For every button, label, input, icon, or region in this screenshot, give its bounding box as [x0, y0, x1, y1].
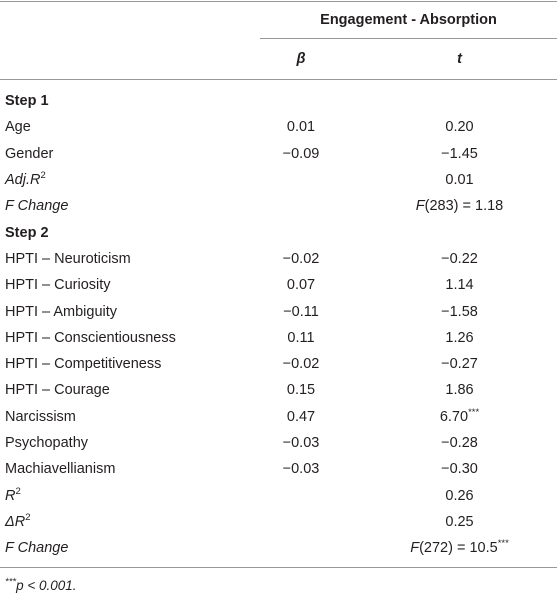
beta-cell: −0.03: [282, 461, 320, 478]
text-segment: (272) = 10.5: [419, 540, 498, 557]
text-segment: ***: [468, 406, 480, 418]
table-row: HPTI – Neuroticism −0.02 −0.22: [0, 246, 557, 272]
t-cell: 1.14: [445, 277, 474, 294]
empty-header: [0, 2, 260, 39]
footnote: ***p < 0.001.: [5, 576, 557, 594]
table-row: HPTI – Competitiveness −0.02 −0.27: [0, 351, 557, 377]
t-cell: −0.27: [441, 356, 478, 373]
subheader-row: β t: [0, 38, 557, 80]
row-label: Machiavellianism: [5, 461, 116, 478]
table-row: ΔR2 0.25: [0, 509, 557, 535]
beta-cell: −0.11: [283, 303, 319, 320]
t-cell: −0.30: [441, 461, 478, 478]
table-body: Step 1 Age 0.01 0.20 Gender −0.09 −1.45 Adj.R2 0…: [0, 80, 557, 569]
beta-cell: 0.15: [286, 382, 316, 399]
table-row: HPTI – Conscientiousness 0.11 1.26: [0, 325, 557, 351]
text-segment: F Change: [5, 540, 69, 557]
column-header: t: [342, 38, 557, 80]
beta-cell: [260, 193, 342, 219]
text-segment: F Change: [5, 198, 69, 215]
row-label: Gender: [5, 145, 54, 162]
text-segment: F: [410, 540, 420, 557]
empty-header: [0, 38, 260, 80]
beta-cell: 0.07: [286, 277, 316, 294]
row-label: HPTI – Courage: [5, 382, 110, 399]
row-label: HPTI – Neuroticism: [5, 250, 131, 267]
row-label: HPTI – Conscientiousness: [5, 329, 176, 346]
table-row: HPTI – Courage 0.15 1.86: [0, 377, 557, 403]
beta-cell: −0.02: [282, 356, 320, 373]
text-segment: Adj.R: [5, 172, 41, 189]
table-row: Psychopathy −0.03 −0.28: [0, 430, 557, 456]
table-row: F Change F(272) = 10.5***: [0, 535, 557, 569]
group-header: Engagement - Absorption: [260, 1, 557, 39]
table-row: HPTI – Ambiguity −0.11 −1.58: [0, 298, 557, 324]
beta-cell: −0.03: [282, 435, 320, 451]
text-segment: 2: [40, 170, 46, 182]
table-row: Machiavellianism −0.03 −0.30: [0, 456, 557, 482]
t-cell: −0.28: [441, 435, 478, 451]
section-label: Step 2: [5, 224, 49, 241]
t-cell: −0.22: [441, 250, 478, 267]
t-cell: 1.86: [445, 382, 474, 399]
table-row: Step 1: [0, 80, 557, 115]
beta-cell: −0.09: [282, 145, 320, 162]
row-label: F Change: [0, 193, 260, 219]
t-cell: 0.25: [445, 513, 474, 530]
section-label: Step 1: [5, 93, 49, 110]
table-row: Adj.R2 0.01: [0, 167, 557, 193]
text-segment: R: [5, 487, 16, 504]
t-cell: 1.26: [445, 329, 474, 346]
table-row: Age 0.01 0.20: [0, 114, 557, 140]
row-label: Adj.R2: [0, 167, 260, 193]
text-segment: ΔR: [5, 513, 26, 530]
table-row: F Change F(283) = 1.18: [0, 193, 557, 219]
beta-cell: [260, 167, 342, 193]
row-label: ΔR2: [0, 509, 260, 535]
t-cell: 0.26: [445, 487, 474, 504]
beta-cell: [260, 509, 342, 535]
text-segment: p < 0.001.: [16, 578, 77, 594]
table-row: Gender −0.09 −1.45: [0, 141, 557, 167]
beta-cell: 0.11: [287, 329, 315, 346]
t-cell: 0.20: [445, 119, 474, 136]
t-cell: F(283) = 1.18: [342, 193, 557, 219]
text-segment: (283) = 1.18: [424, 198, 504, 215]
beta-cell: −0.02: [282, 250, 320, 267]
t-cell: −1.45: [441, 145, 478, 162]
beta-cell: [260, 482, 342, 508]
row-label: F Change: [0, 535, 260, 569]
t-cell: 0.01: [445, 172, 474, 189]
beta-cell: 0.47: [286, 408, 316, 425]
text-segment: 2: [25, 512, 31, 524]
header-row: Engagement - Absorption: [0, 1, 557, 39]
beta-cell: [260, 535, 342, 569]
t-cell: 6.70***: [342, 404, 557, 430]
results-table: Engagement - Absorption β t Step 1 Age 0.0…: [0, 1, 557, 569]
text-segment: 6.70: [439, 408, 469, 425]
beta-cell: 0.01: [286, 119, 316, 136]
row-label: Age: [5, 119, 31, 136]
table-row: Step 2: [0, 219, 557, 245]
table-row: HPTI – Curiosity 0.07 1.14: [0, 272, 557, 298]
row-label: Narcissism: [5, 408, 76, 425]
text-segment: 2: [15, 485, 21, 497]
text-segment: ***: [497, 538, 509, 550]
text-segment: ***: [5, 576, 17, 588]
row-label: HPTI – Ambiguity: [5, 303, 118, 320]
row-label: HPTI – Curiosity: [5, 277, 111, 294]
row-label: HPTI – Competitiveness: [5, 356, 162, 373]
row-label: R2: [0, 482, 260, 508]
table-header: Engagement - Absorption β t: [0, 1, 557, 80]
table-row: Narcissism 0.47 6.70***: [0, 404, 557, 430]
column-header: β: [260, 38, 342, 80]
t-cell: −1.58: [441, 303, 478, 320]
row-label: Psychopathy: [5, 435, 89, 451]
table-row: R2 0.26: [0, 482, 557, 508]
t-cell: F(272) = 10.5***: [342, 535, 557, 569]
text-segment: F: [415, 198, 425, 215]
